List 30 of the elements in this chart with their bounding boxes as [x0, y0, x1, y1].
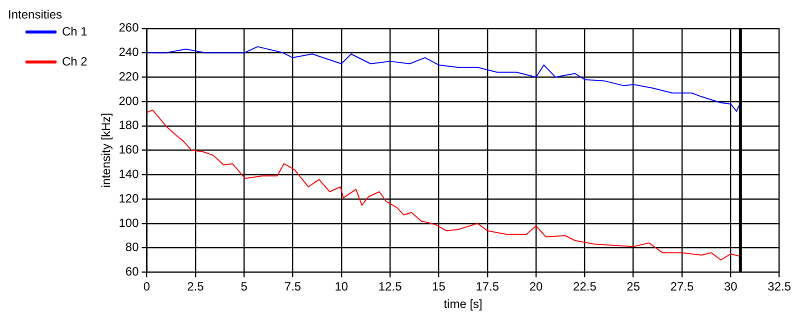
y-tick-label: 260 — [118, 20, 140, 35]
x-tick-label: 12.5 — [378, 280, 402, 294]
y-tick-label: 240 — [118, 45, 140, 60]
y-axis-title: intensity [kHz] — [98, 112, 113, 188]
y-tick-label: 100 — [118, 216, 140, 230]
x-tick-label: 7.5 — [284, 280, 302, 294]
x-tick-label: 20 — [529, 280, 544, 294]
x-tick-label: 17.5 — [476, 280, 500, 294]
y-tick-label: 140 — [118, 166, 140, 181]
y-tick-label: 80 — [125, 240, 140, 254]
y-tick-label: 60 — [125, 264, 140, 279]
x-tick-label: 27.5 — [670, 280, 694, 294]
x-tick-label: 22.5 — [573, 280, 597, 294]
x-tick-label: 10 — [334, 280, 348, 294]
x-tick-label: 0 — [143, 280, 150, 294]
x-axis-title: time [s] — [444, 297, 482, 312]
y-tick-label: 160 — [118, 142, 140, 157]
x-tick-label: 2.5 — [187, 280, 204, 294]
y-tick-label: 120 — [118, 191, 140, 206]
x-tick-label: 15 — [432, 280, 446, 294]
legend-label: Ch 2 — [62, 54, 88, 68]
text: Intensities — [8, 8, 62, 22]
y-tick-label: 200 — [118, 94, 140, 108]
x-tick-label: 5 — [240, 280, 248, 294]
y-tick-label: 220 — [118, 69, 140, 84]
x-tick-label: 30 — [724, 280, 738, 294]
x-tick-label: 32.5 — [768, 280, 792, 294]
y-tick-label: 180 — [118, 118, 140, 132]
legend-label: Ch 1 — [62, 24, 88, 38]
x-tick-label: 25 — [626, 280, 640, 294]
